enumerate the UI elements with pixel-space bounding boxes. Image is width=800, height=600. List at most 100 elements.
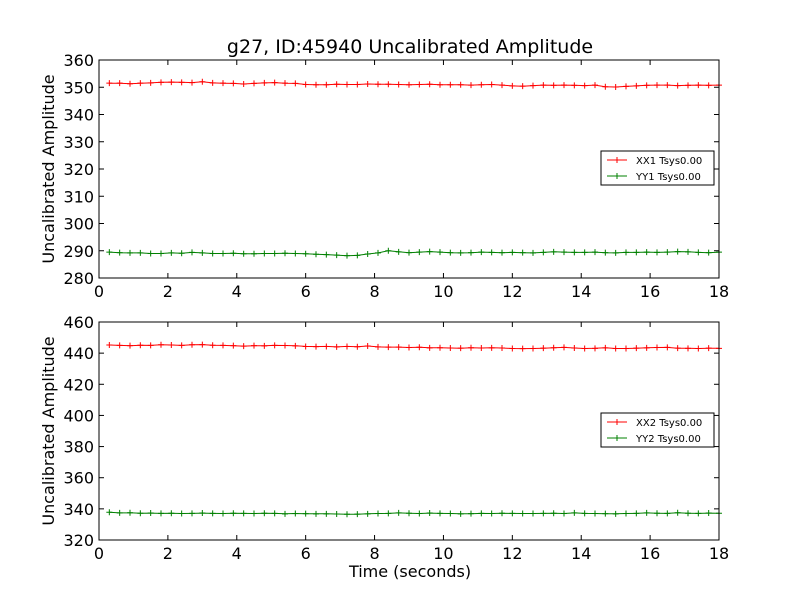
data-point <box>209 79 216 86</box>
data-point <box>695 510 702 517</box>
data-point <box>282 342 288 349</box>
x-tick-label: 16 <box>640 544 660 563</box>
data-point <box>220 80 226 87</box>
data-point <box>457 510 464 517</box>
data-point <box>220 250 226 257</box>
data-point <box>395 344 402 351</box>
data-point <box>168 249 175 256</box>
data-point <box>271 510 278 517</box>
x-tick-label: 4 <box>232 282 242 301</box>
data-point <box>519 345 526 352</box>
y-tick-label: 360 <box>63 469 94 488</box>
data-point <box>561 82 567 89</box>
data-point <box>344 511 350 518</box>
data-point <box>457 345 464 352</box>
data-point <box>705 345 712 352</box>
x-tick-label: 6 <box>301 544 311 563</box>
data-point <box>364 342 371 349</box>
data-point <box>344 343 350 350</box>
data-point <box>251 250 257 257</box>
data-point <box>488 510 495 517</box>
x-tick-label: 14 <box>571 544 591 563</box>
x-tick-label: 18 <box>709 544 729 563</box>
data-point <box>478 510 485 517</box>
data-point <box>344 81 350 88</box>
data-point <box>261 342 268 349</box>
data-point <box>323 251 330 258</box>
data-point <box>612 345 619 352</box>
y-tick-label: 320 <box>63 160 94 179</box>
data-point <box>685 510 691 517</box>
data-point <box>313 251 319 258</box>
data-point <box>220 342 226 349</box>
data-point <box>178 250 185 257</box>
data-point <box>602 83 609 90</box>
data-point <box>488 81 495 88</box>
data-point <box>602 344 609 351</box>
data-point <box>695 249 702 256</box>
data-point <box>654 82 660 89</box>
data-point <box>189 249 195 256</box>
data-point <box>395 248 402 255</box>
data-point <box>540 345 547 352</box>
data-point <box>106 80 113 87</box>
data-point <box>623 510 629 517</box>
data-point <box>468 344 474 351</box>
data-point <box>571 345 578 352</box>
data-point <box>395 81 402 88</box>
data-point <box>158 510 164 517</box>
lower-plot: Time (seconds) Uncalibrated Amplitude 0 2… <box>39 313 729 581</box>
x-tick-label: 10 <box>433 282 453 301</box>
data-point <box>695 345 702 352</box>
data-point <box>178 342 185 349</box>
legend-label: XX2 Tsys0.00 <box>636 418 702 429</box>
data-point <box>426 81 433 88</box>
data-point <box>561 344 567 351</box>
data-point <box>323 343 330 350</box>
data-point <box>116 342 123 349</box>
data-point <box>561 510 567 517</box>
y-tick-label: 350 <box>63 78 94 97</box>
data-point <box>230 342 237 349</box>
data-point <box>406 510 412 517</box>
data-point <box>478 81 485 88</box>
data-point <box>581 510 588 517</box>
data-point <box>354 511 361 518</box>
data-point <box>530 345 536 352</box>
data-point <box>292 250 299 257</box>
data-point <box>499 510 505 517</box>
data-point <box>106 342 113 349</box>
data-point <box>158 341 164 348</box>
data-point <box>685 82 691 89</box>
data-point <box>240 343 247 350</box>
data-point <box>323 81 330 88</box>
y-tick-label: 300 <box>63 215 94 234</box>
upper-y-axis-label: Uncalibrated Amplitude <box>39 74 58 263</box>
data-point <box>509 82 516 89</box>
data-point <box>375 249 381 256</box>
legend-box <box>600 150 715 186</box>
data-point <box>674 248 681 255</box>
data-point <box>240 510 247 517</box>
data-point <box>643 82 650 89</box>
data-point <box>406 249 412 256</box>
data-point <box>550 248 557 255</box>
data-point <box>127 342 133 349</box>
x-tick-label: 18 <box>709 282 729 301</box>
data-point <box>385 247 392 254</box>
data-point <box>664 249 671 256</box>
data-point <box>385 81 392 88</box>
data-point <box>437 81 443 88</box>
data-point <box>395 509 402 516</box>
data-point <box>478 345 485 352</box>
data-point <box>685 345 691 352</box>
data-point <box>530 510 536 517</box>
legend-label: YY2 Tsys0.00 <box>635 434 701 445</box>
y-tick-label: 440 <box>63 344 94 363</box>
data-point <box>654 249 660 256</box>
data-point <box>333 510 340 517</box>
data-point <box>354 81 361 88</box>
data-point <box>292 342 299 349</box>
